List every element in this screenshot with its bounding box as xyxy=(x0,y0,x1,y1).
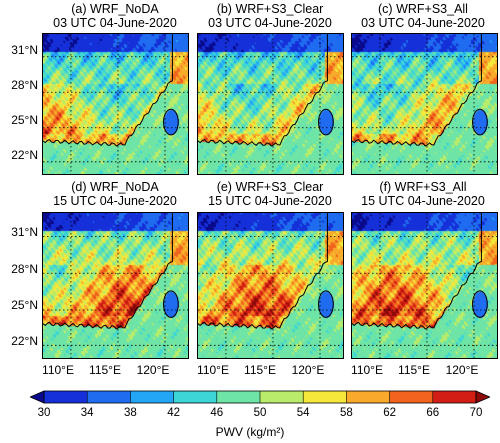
colorbar-tick-label: 38 xyxy=(115,407,145,419)
panel-title-b: (b) WRF+S3_Clear 03 UTC 04-June-2020 xyxy=(195,2,345,30)
lat-label: 31°N xyxy=(0,43,38,57)
lat-label: 25°N xyxy=(0,298,38,312)
taiwan-outline xyxy=(473,109,488,135)
taiwan-outline xyxy=(319,109,334,135)
map-panel-a xyxy=(42,33,189,175)
lon-label: 120°E xyxy=(285,363,331,377)
colorbar-tick-label: 34 xyxy=(72,407,102,419)
panel-title-d: (d) WRF_NoDA 15 UTC 04-June-2020 xyxy=(40,180,190,208)
map-overlay xyxy=(352,213,498,359)
colorbar xyxy=(30,389,490,405)
coastline xyxy=(43,213,172,329)
colorbar-tick-label: 30 xyxy=(29,407,59,419)
coastline xyxy=(43,34,172,146)
map-panel-b xyxy=(197,33,344,175)
coastline xyxy=(352,213,481,329)
panel-title-a: (a) WRF_NoDA 03 UTC 04-June-2020 xyxy=(40,2,190,30)
lat-label: 28°N xyxy=(0,78,38,92)
colorbar-tick-label: 46 xyxy=(202,407,232,419)
lat-label: 22°N xyxy=(0,334,38,348)
map-panel-f xyxy=(351,212,498,359)
colorbar-tick-label: 58 xyxy=(331,407,361,419)
lon-label: 115°E xyxy=(391,363,437,377)
colorbar-segment xyxy=(433,391,477,403)
colorbar-segment xyxy=(87,391,131,403)
colorbar-tick-label: 62 xyxy=(375,407,405,419)
map-overlay xyxy=(43,213,189,359)
map-overlay xyxy=(352,34,498,175)
colorbar-tick-label: 54 xyxy=(288,407,318,419)
map-panel-c xyxy=(351,33,498,175)
taiwan-outline xyxy=(319,291,334,317)
lat-label: 28°N xyxy=(0,262,38,276)
coastline xyxy=(198,213,327,329)
colorbar-unit-label: PWV (kg/m²) xyxy=(0,425,500,439)
lon-label: 110°E xyxy=(35,363,81,377)
colorbar-segment xyxy=(390,391,434,403)
colorbar-tick-label: 70 xyxy=(461,407,491,419)
map-panel-d xyxy=(42,212,189,359)
map-overlay xyxy=(198,213,344,359)
lon-label: 115°E xyxy=(237,363,283,377)
colorbar-segment xyxy=(303,391,347,403)
colorbar-tick-label: 66 xyxy=(418,407,448,419)
taiwan-outline xyxy=(164,109,179,135)
lat-label: 22°N xyxy=(0,148,38,162)
lat-label: 31°N xyxy=(0,225,38,239)
coastline xyxy=(198,34,327,146)
colorbar-segment xyxy=(260,391,304,403)
taiwan-outline xyxy=(473,291,488,317)
lat-label: 25°N xyxy=(0,113,38,127)
coastline xyxy=(352,34,481,146)
lon-label: 120°E xyxy=(130,363,176,377)
lon-label: 110°E xyxy=(344,363,390,377)
colorbar-extend-high xyxy=(476,391,490,403)
panel-title-c: (c) WRF+S3_All 03 UTC 04-June-2020 xyxy=(348,2,498,30)
panel-title-f: (f) WRF+S3_All 15 UTC 04-June-2020 xyxy=(348,180,498,208)
map-overlay xyxy=(43,34,189,175)
taiwan-outline xyxy=(164,291,179,317)
map-panel-e xyxy=(197,212,344,359)
colorbar-segment xyxy=(217,391,260,403)
lon-label: 110°E xyxy=(190,363,236,377)
colorbar-extend-low xyxy=(30,391,44,403)
panel-title-e: (e) WRF+S3_Clear 15 UTC 04-June-2020 xyxy=(195,180,345,208)
colorbar-tick-label: 50 xyxy=(245,407,275,419)
map-overlay xyxy=(198,34,344,175)
colorbar-tick-label: 42 xyxy=(159,407,189,419)
lon-label: 120°E xyxy=(439,363,485,377)
colorbar-segment xyxy=(130,391,174,403)
lon-label: 115°E xyxy=(82,363,128,377)
colorbar-segment xyxy=(346,391,390,403)
colorbar-segment xyxy=(44,391,88,403)
colorbar-segment xyxy=(174,391,218,403)
